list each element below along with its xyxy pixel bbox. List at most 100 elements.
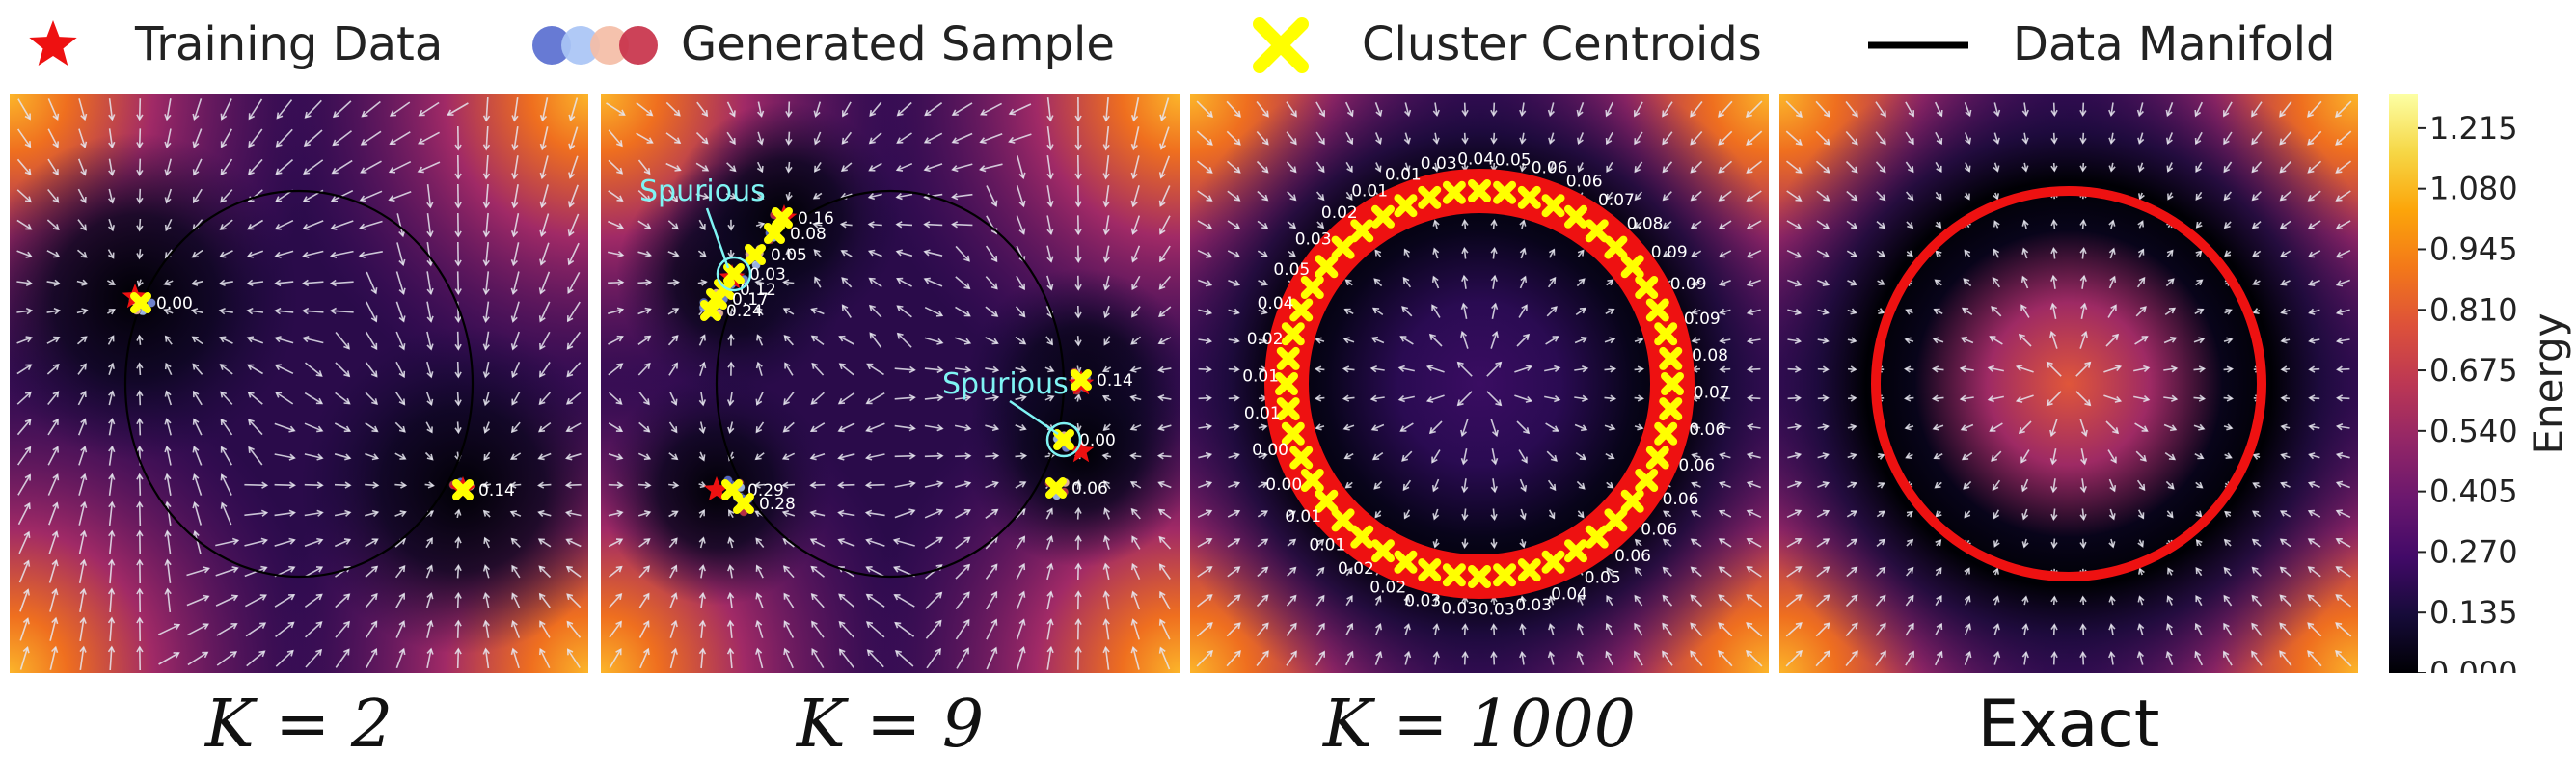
field-arrow: [2194, 308, 2204, 315]
field-arrow: [2079, 418, 2087, 436]
field-arrow: [78, 502, 86, 526]
field-arrow-head: [2223, 166, 2231, 174]
field-arrow-head: [727, 224, 735, 231]
field-arrow-head: [539, 647, 546, 656]
colorbar-tick-label: 0.000: [2429, 655, 2518, 673]
field-arrow: [2110, 102, 2114, 116]
field-arrow-head: [192, 363, 200, 370]
field-arrow: [2308, 538, 2321, 548]
field-arrow-head: [2138, 483, 2146, 492]
field-arrow: [138, 158, 142, 176]
field-arrow: [2308, 220, 2321, 230]
field-arrow: [952, 102, 973, 116]
centroid-marker: [1418, 558, 1442, 582]
centroid-marker: [1300, 469, 1324, 492]
field-arrow: [539, 593, 551, 608]
field-arrow: [1521, 624, 1525, 635]
field-arrow: [1490, 332, 1498, 349]
field-arrow: [2107, 449, 2117, 463]
field-arrow: [47, 98, 59, 120]
field-arrow-head: [2223, 110, 2230, 118]
field-arrow: [220, 364, 233, 375]
field-arrow: [192, 219, 203, 230]
field-arrow: [1933, 367, 1944, 371]
field-arrow: [1492, 652, 1496, 665]
field-arrow: [1461, 332, 1469, 349]
field-arrow-head: [1157, 394, 1165, 402]
field-arrow-head: [1074, 115, 1082, 122]
field-arrow-head: [286, 649, 294, 657]
field-arrow-head: [398, 620, 406, 628]
field-arrow-head: [895, 221, 903, 229]
field-arrow: [426, 184, 432, 207]
field-arrow: [192, 364, 203, 375]
field-arrow-head: [398, 592, 405, 600]
field-arrow: [511, 621, 521, 638]
field-arrow: [608, 129, 623, 147]
field-arrow: [1131, 591, 1141, 610]
field-arrow: [334, 422, 351, 432]
field-arrow: [2308, 510, 2321, 518]
field-arrow: [665, 101, 681, 117]
field-arrow-head: [426, 202, 434, 209]
field-arrow-head: [2079, 485, 2087, 494]
field-arrow: [390, 101, 411, 117]
field-arrow: [484, 301, 490, 322]
field-arrow: [2137, 509, 2145, 519]
field-arrow-head: [1606, 193, 1613, 201]
field-arrow-head: [990, 200, 998, 207]
field-arrow: [541, 126, 549, 149]
centroid-marker: [1315, 489, 1339, 513]
field-arrow: [1404, 102, 1410, 116]
field-arrow-head: [24, 501, 31, 510]
field-arrow-head: [426, 592, 434, 600]
field-arrow: [2309, 481, 2320, 489]
field-arrow-head: [894, 649, 902, 657]
field-arrow-head: [1318, 650, 1325, 658]
field-arrow: [608, 220, 623, 230]
field-arrow-head: [1046, 228, 1054, 236]
field-arrow: [1787, 453, 1801, 459]
field-arrow-head: [702, 165, 710, 172]
field-arrow: [456, 421, 460, 433]
field-arrow-head: [2138, 193, 2145, 201]
field-arrow-head: [643, 453, 652, 461]
field-arrow: [1549, 652, 1555, 665]
field-arrow: [814, 101, 822, 117]
field-arrow: [637, 190, 651, 202]
field-arrow-head: [841, 304, 849, 311]
field-arrow: [985, 509, 998, 519]
field-arrow-head: [992, 365, 1000, 373]
centroid-marker: [1300, 276, 1324, 299]
field-arrow: [360, 251, 383, 256]
field-arrow: [1429, 420, 1443, 434]
field-arrow: [1817, 338, 1829, 342]
field-arrow-head: [372, 481, 380, 489]
field-arrow-head: [1460, 302, 1468, 310]
field-arrow: [1785, 130, 1803, 146]
field-arrow-head: [1205, 309, 1213, 316]
field-arrow-head: [1131, 562, 1138, 571]
field-arrow: [924, 223, 943, 227]
field-arrow-head: [1935, 193, 1942, 201]
field-arrow: [1747, 566, 1762, 578]
field-arrow-head: [2279, 538, 2287, 546]
field-arrow-head: [1046, 256, 1054, 263]
field-arrow: [952, 132, 973, 144]
field-arrow: [304, 593, 323, 608]
field-arrow-head: [247, 391, 255, 398]
field-arrow-head: [1074, 284, 1082, 291]
field-arrow-head: [248, 113, 256, 121]
field-arrow-head: [537, 425, 546, 433]
field-arrow-head: [2280, 423, 2288, 431]
field-arrow: [1132, 126, 1140, 149]
field-arrow: [541, 97, 549, 121]
field-arrow: [2337, 396, 2350, 400]
field-arrow-head: [315, 593, 323, 601]
field-arrow: [165, 188, 173, 203]
field-arrow-head: [1609, 337, 1616, 344]
field-arrow-head: [810, 565, 818, 573]
field-arrow-head: [1823, 566, 1830, 573]
field-arrow: [2105, 420, 2119, 434]
field-arrow-head: [2137, 220, 2144, 228]
